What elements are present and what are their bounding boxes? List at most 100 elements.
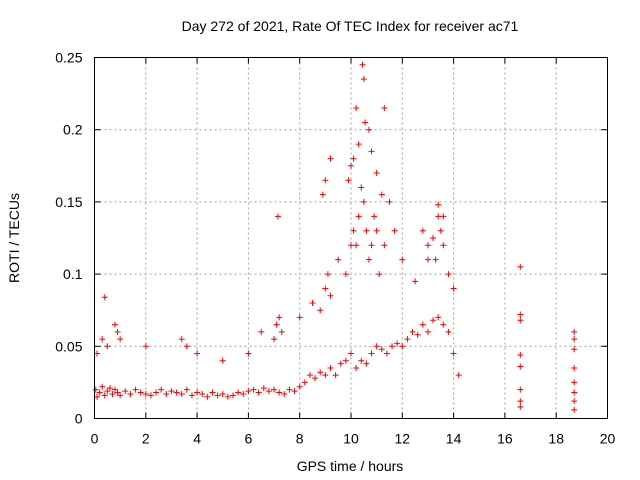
data-point xyxy=(360,76,367,83)
data-point xyxy=(571,406,578,413)
data-point xyxy=(112,386,119,393)
data-point xyxy=(394,340,401,347)
data-point xyxy=(194,350,201,357)
data-point xyxy=(365,256,372,263)
data-point xyxy=(114,389,121,396)
data-point xyxy=(358,357,365,364)
data-point xyxy=(355,141,362,148)
data-point xyxy=(517,311,524,318)
data-point xyxy=(265,388,272,395)
data-point xyxy=(517,317,524,324)
data-point xyxy=(322,285,329,292)
data-point xyxy=(360,198,367,205)
data-point xyxy=(101,294,108,301)
data-point xyxy=(358,184,365,191)
data-point xyxy=(368,148,375,155)
y-axis-label: ROTI / TECUs xyxy=(6,193,22,283)
data-point xyxy=(517,386,524,393)
data-point xyxy=(96,389,103,396)
data-point xyxy=(274,213,281,220)
y-tick-label: 0.15 xyxy=(55,194,82,210)
data-point xyxy=(142,390,149,397)
data-point xyxy=(327,364,334,371)
data-point xyxy=(258,328,265,335)
data-point xyxy=(419,321,426,328)
data-point xyxy=(450,350,457,357)
data-point xyxy=(440,321,447,328)
data-point xyxy=(571,398,578,405)
x-tick-label: 18 xyxy=(548,431,564,447)
data-point xyxy=(381,242,388,249)
data-point xyxy=(245,388,252,395)
data-point xyxy=(240,390,247,397)
data-point xyxy=(147,392,154,399)
data-point xyxy=(319,191,326,198)
data-point xyxy=(245,350,252,357)
data-point xyxy=(571,336,578,343)
data-point xyxy=(158,386,165,393)
data-point xyxy=(409,328,416,335)
data-point xyxy=(517,403,524,410)
data-point xyxy=(178,390,185,397)
data-point xyxy=(424,256,431,263)
data-point xyxy=(424,242,431,249)
data-point xyxy=(112,321,119,328)
data-point xyxy=(373,227,380,234)
data-point xyxy=(327,292,334,299)
x-tick-label: 20 xyxy=(600,431,616,447)
data-point xyxy=(296,383,303,390)
data-point xyxy=(317,369,324,376)
data-point xyxy=(342,271,349,278)
x-axis-label: GPS time / hours xyxy=(297,458,404,474)
data-point xyxy=(94,350,101,357)
data-points-layer xyxy=(92,61,578,413)
data-point xyxy=(117,336,124,343)
data-point xyxy=(122,388,129,395)
axis-layer: 0 2 4 6 8 10 12 14 16 18 20 0 0.05 0.1 0.15 0.2 0.25 xyxy=(55,50,615,447)
data-point xyxy=(332,372,339,379)
chart-title: Day 272 of 2021, Rate Of TEC Index for r… xyxy=(182,18,519,34)
data-point xyxy=(327,155,334,162)
data-point xyxy=(517,398,524,405)
data-point xyxy=(440,242,447,249)
data-point xyxy=(571,328,578,335)
data-point xyxy=(194,389,201,396)
data-point xyxy=(571,389,578,396)
y-tick-label: 0.05 xyxy=(55,338,82,354)
data-point xyxy=(571,346,578,353)
data-point xyxy=(412,278,419,285)
data-point xyxy=(365,126,372,133)
data-point xyxy=(278,328,285,335)
grid-layer xyxy=(94,57,608,419)
data-point xyxy=(250,386,257,393)
data-point xyxy=(273,321,280,328)
data-point xyxy=(132,386,139,393)
data-point xyxy=(142,343,149,350)
data-point xyxy=(335,256,342,263)
data-point xyxy=(383,350,390,357)
data-point xyxy=(386,198,393,205)
data-point xyxy=(362,119,369,126)
x-tick-label: 2 xyxy=(142,431,150,447)
data-point xyxy=(437,227,444,234)
data-point xyxy=(571,364,578,371)
data-point xyxy=(173,389,180,396)
data-point xyxy=(404,336,411,343)
data-point xyxy=(353,364,360,371)
data-point xyxy=(199,390,206,397)
data-point xyxy=(440,213,447,220)
data-point xyxy=(337,360,344,367)
data-point xyxy=(324,271,331,278)
data-point xyxy=(209,389,216,396)
x-tick-label: 0 xyxy=(91,431,99,447)
data-point xyxy=(435,213,442,220)
data-point xyxy=(389,343,396,350)
data-point xyxy=(391,227,398,234)
data-point xyxy=(373,343,380,350)
data-point xyxy=(381,105,388,112)
data-point xyxy=(99,336,106,343)
data-point xyxy=(450,285,457,292)
y-tick-label: 0 xyxy=(75,411,83,427)
x-tick-label: 10 xyxy=(343,431,359,447)
